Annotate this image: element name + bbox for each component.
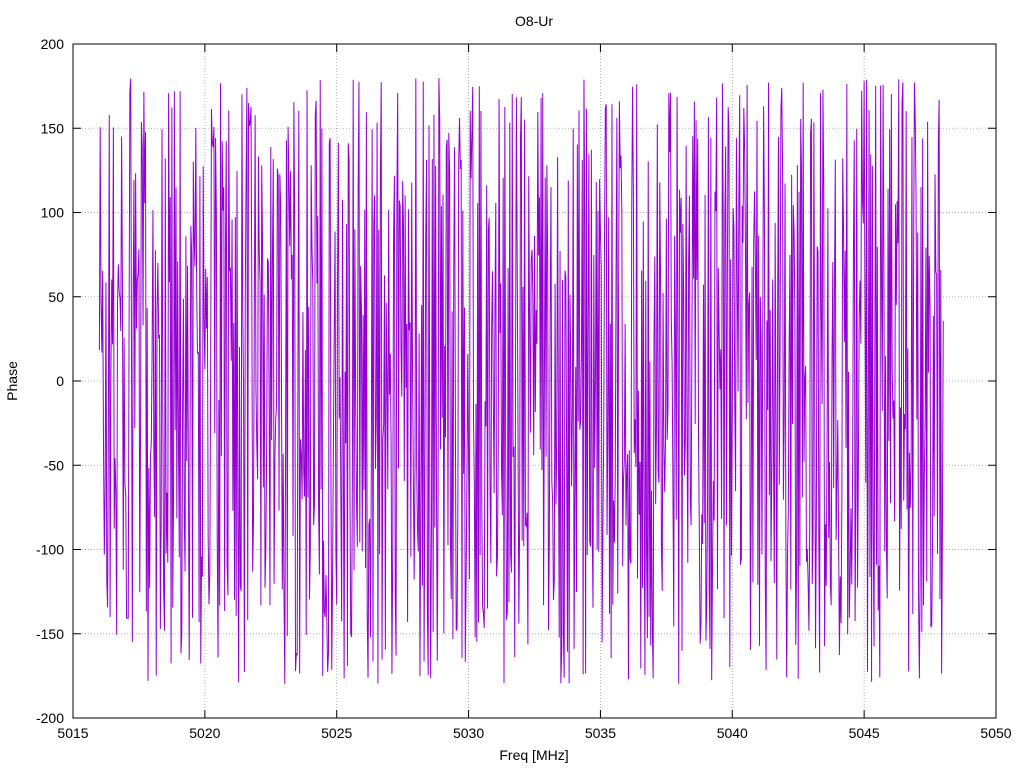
y-tick-label: -200 bbox=[36, 710, 64, 726]
x-axis-label: Freq [MHz] bbox=[499, 747, 568, 763]
x-tick-label: 5035 bbox=[585, 725, 616, 741]
y-axis-label: Phase bbox=[4, 361, 20, 401]
x-tick-label: 5050 bbox=[980, 725, 1011, 741]
phase-series bbox=[98, 78, 944, 684]
y-tick-label: 50 bbox=[48, 289, 64, 305]
y-tick-label: 150 bbox=[41, 120, 65, 136]
y-tick-label: 0 bbox=[56, 373, 64, 389]
y-tick-label: -100 bbox=[36, 542, 64, 558]
phase-line bbox=[98, 78, 944, 684]
y-tick-label: 200 bbox=[41, 36, 65, 52]
y-tick-label: -50 bbox=[44, 457, 64, 473]
x-tick-label: 5030 bbox=[453, 725, 484, 741]
chart-title: O8-Ur bbox=[515, 13, 553, 29]
y-tick-label: 100 bbox=[41, 205, 65, 221]
x-tick-label: 5020 bbox=[189, 725, 220, 741]
x-tick-label: 5045 bbox=[849, 725, 880, 741]
x-tick-label: 5015 bbox=[57, 725, 88, 741]
x-tick-label: 5040 bbox=[717, 725, 748, 741]
axis-ticks: 5015 5020 5025 5030 5035 5040 5045 5050 -200 -150… bbox=[36, 36, 1012, 741]
x-tick-label: 5025 bbox=[321, 725, 352, 741]
y-tick-label: -150 bbox=[36, 626, 64, 642]
